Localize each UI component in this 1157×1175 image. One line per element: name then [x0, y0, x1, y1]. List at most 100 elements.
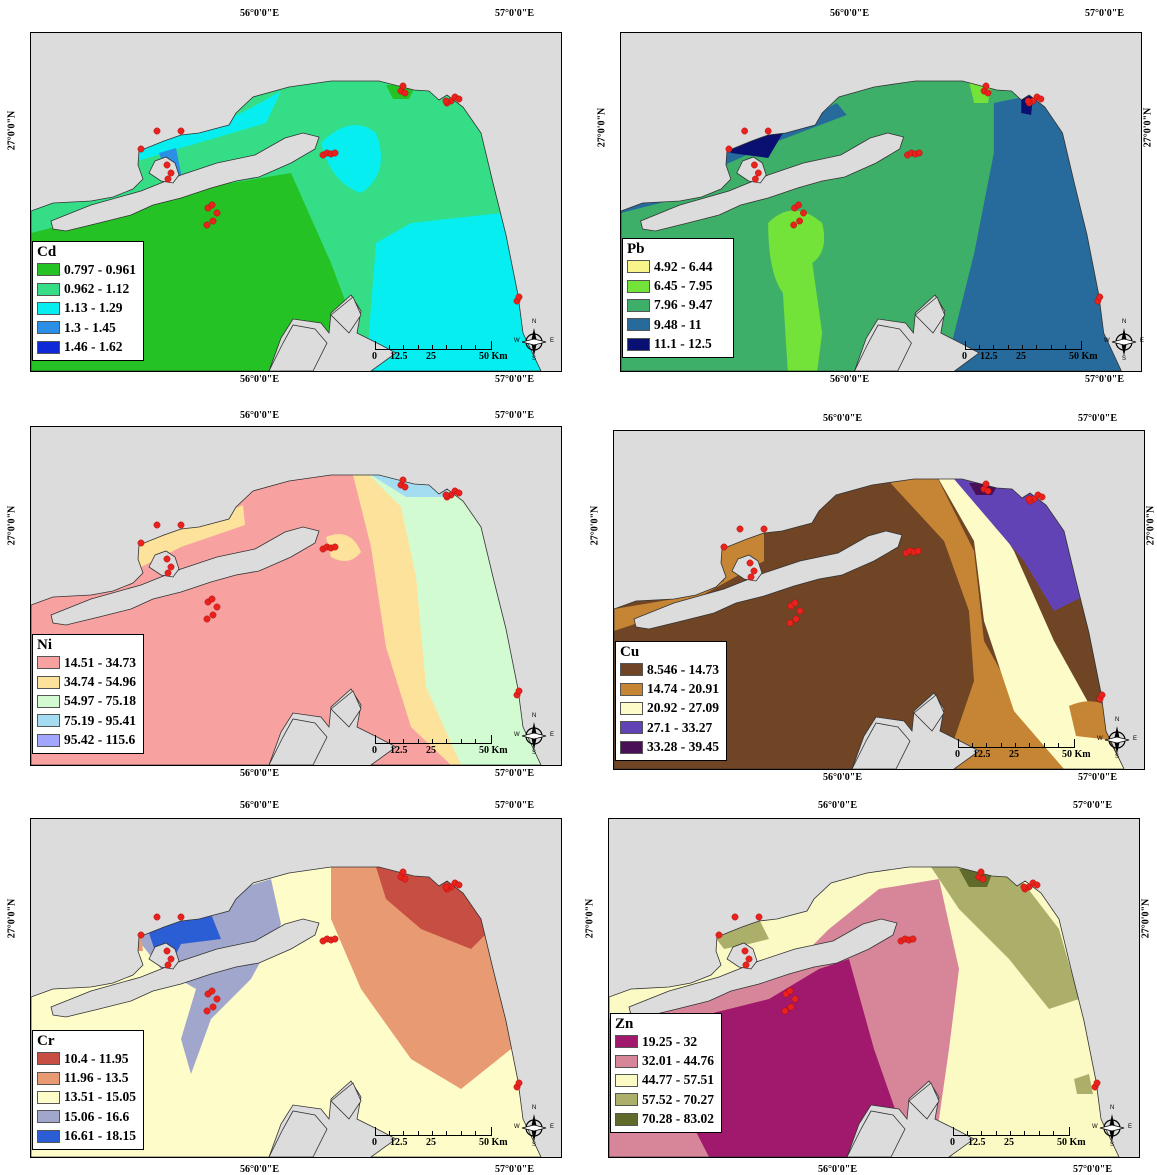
lon-label-bottom-56: 56°0'0"E	[240, 374, 279, 385]
sample-point	[736, 525, 744, 533]
lon-label-top-56: 56°0'0"E	[240, 410, 279, 421]
lon-label-top-57: 57°0'0"E	[495, 410, 534, 421]
legend-swatch	[37, 321, 60, 335]
sample-point	[746, 559, 754, 567]
land-patch	[851, 722, 911, 769]
compass-letter: S	[532, 356, 537, 362]
sample-point	[137, 539, 145, 547]
legend-cd: Cd 0.797 - 0.961 0.962 - 1.12 1.13 - 1.29 1.…	[32, 241, 144, 361]
legend-label: 1.13 - 1.29	[64, 300, 123, 316]
compass-letter: N	[532, 1105, 537, 1111]
compass-letter: S	[532, 1142, 537, 1148]
legend-item: 11.1 - 12.5	[627, 335, 729, 354]
legend-swatch	[37, 1129, 60, 1143]
lat-label-left: 27°0'0"N	[589, 505, 601, 546]
zone-cd-class-3	[321, 125, 381, 193]
island-land	[148, 550, 180, 578]
north-arrow-icon: N S E W	[1102, 318, 1146, 362]
coastline	[614, 478, 1125, 769]
land-patch	[330, 690, 362, 728]
sample-point	[203, 1007, 211, 1015]
scale-label: 25	[426, 745, 436, 756]
compass-letter: W	[514, 732, 520, 738]
legend-swatch	[37, 1052, 60, 1066]
sample-point	[745, 955, 753, 963]
sample-point	[1098, 691, 1106, 699]
sample-point	[790, 221, 798, 229]
sample-point	[787, 1003, 795, 1011]
sample-point	[791, 995, 799, 1003]
lat-label-left: 27°0'0"N	[6, 505, 18, 546]
land-patch	[268, 718, 328, 765]
sample-point	[791, 599, 799, 607]
sample-point	[755, 913, 763, 921]
legend-title: Cu	[620, 644, 640, 660]
compass-letter: W	[514, 1124, 520, 1130]
sample-point	[177, 521, 185, 529]
sample-point	[982, 82, 990, 90]
north-arrow-icon: N S E W	[512, 318, 556, 362]
lon-label-bottom-56: 56°0'0"E	[830, 374, 869, 385]
map-ni	[31, 474, 542, 765]
sample-point	[984, 89, 992, 97]
sample-point	[399, 868, 407, 876]
compass-letter: S	[1115, 754, 1120, 760]
scale-label: 50 Km	[479, 745, 508, 756]
legend-item: 75.19 - 95.41	[37, 711, 139, 730]
legend-label: 32.01 - 44.76	[642, 1053, 714, 1069]
legend-label: 19.25 - 32	[642, 1033, 698, 1049]
land-patch	[846, 1110, 906, 1157]
legend-title: Cr	[37, 1033, 55, 1049]
legend-label: 0.962 - 1.12	[64, 281, 130, 297]
legend-zn: Zn 19.25 - 32 32.01 - 44.76 44.77 - 57.51 57…	[610, 1013, 722, 1133]
zone-ni-class-2	[326, 534, 361, 561]
scale-bar: 0 12.5 25 50 Km	[372, 338, 508, 368]
lon-label-top-56: 56°0'0"E	[830, 8, 869, 19]
compass-letter: W	[1092, 1124, 1098, 1130]
sample-point	[209, 611, 217, 619]
land-patch	[330, 1082, 362, 1120]
sample-point	[153, 521, 161, 529]
scale-bar: 0 12.5 25 50 Km	[950, 1124, 1086, 1154]
sample-point	[331, 935, 339, 943]
legend-swatch	[627, 279, 650, 293]
sample-point	[164, 569, 172, 577]
lon-label-bottom-57: 57°0'0"E	[495, 374, 534, 385]
sample-point	[203, 221, 211, 229]
legend-item: 1.3 - 1.45	[37, 318, 139, 337]
sample-point	[167, 563, 175, 571]
lat-label-left: 27°0'0"N	[6, 898, 18, 939]
compass-letter: E	[1140, 338, 1145, 344]
lon-label-bottom-56: 56°0'0"E	[818, 1164, 857, 1175]
land-patch	[914, 296, 946, 334]
legend-item: 13.51 - 15.05	[37, 1088, 139, 1107]
compass-letter: E	[550, 732, 555, 738]
sample-point	[741, 947, 749, 955]
zone-cu-class-2	[614, 531, 764, 631]
legend-label: 33.28 - 39.45	[647, 739, 719, 755]
sample-point	[1025, 495, 1033, 503]
sample-point	[800, 209, 807, 217]
legend-item: 11.96 - 13.5	[37, 1068, 139, 1087]
lon-label-bottom-57: 57°0'0"E	[1073, 1164, 1112, 1175]
lon-label-top-56: 56°0'0"E	[240, 8, 279, 19]
sample-point	[764, 127, 772, 135]
scale-label: 12.5	[390, 745, 408, 756]
sample-point	[786, 987, 794, 995]
coastline	[609, 866, 1120, 1157]
legend-cu: Cu 8.546 - 14.73 14.74 - 20.91 20.92 - 27.0…	[615, 641, 727, 761]
sample-point	[1037, 95, 1045, 103]
compass-letter: W	[1097, 736, 1103, 742]
lat-label-right: 27°0'0"N	[1140, 898, 1152, 939]
scale-label: 50 Km	[1057, 1137, 1086, 1148]
legend-label: 14.51 - 34.73	[64, 654, 136, 670]
zone-cu-class-3	[934, 479, 1124, 769]
sample-point	[213, 209, 221, 217]
scale-label: 25	[426, 351, 436, 362]
scale-label: 50 Km	[479, 351, 508, 362]
map-frame-ni	[30, 426, 562, 766]
north-arrow-icon: N S E W	[512, 712, 556, 756]
legend-item: 19.25 - 32	[615, 1032, 717, 1051]
sample-point	[455, 881, 463, 889]
legend-title: Cd	[37, 244, 57, 260]
